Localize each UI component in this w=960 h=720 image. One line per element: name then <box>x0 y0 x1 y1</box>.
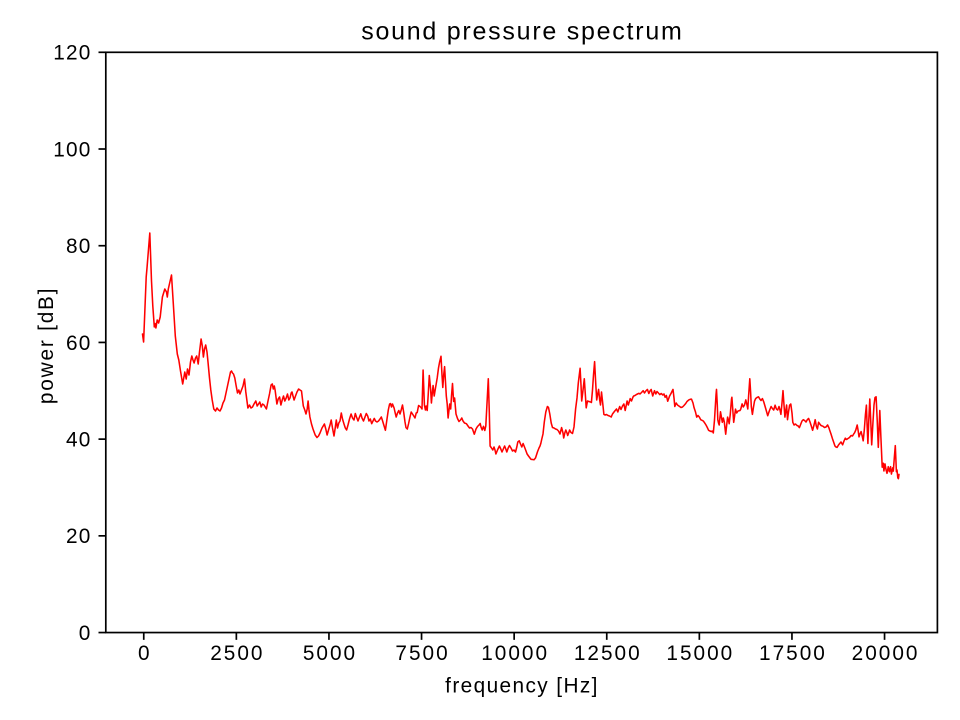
svg-text:power [dB]: power [dB] <box>35 287 58 404</box>
svg-text:10000: 10000 <box>481 642 549 665</box>
svg-text:0: 0 <box>138 642 152 665</box>
svg-text:120: 120 <box>53 42 91 65</box>
svg-text:5000: 5000 <box>303 642 357 665</box>
svg-text:7500: 7500 <box>395 642 449 665</box>
svg-text:20: 20 <box>66 525 92 548</box>
svg-text:60: 60 <box>66 332 92 355</box>
svg-text:40: 40 <box>66 429 92 452</box>
svg-text:80: 80 <box>66 235 92 258</box>
svg-text:17500: 17500 <box>759 642 827 665</box>
svg-text:15000: 15000 <box>666 642 734 665</box>
svg-text:0: 0 <box>79 622 92 645</box>
svg-text:20000: 20000 <box>852 642 920 665</box>
svg-text:12500: 12500 <box>574 642 642 665</box>
svg-text:100: 100 <box>53 138 91 161</box>
svg-text:sound pressure spectrum: sound pressure spectrum <box>361 18 683 46</box>
svg-text:2500: 2500 <box>210 642 264 665</box>
svg-text:frequency [Hz]: frequency [Hz] <box>445 674 599 697</box>
